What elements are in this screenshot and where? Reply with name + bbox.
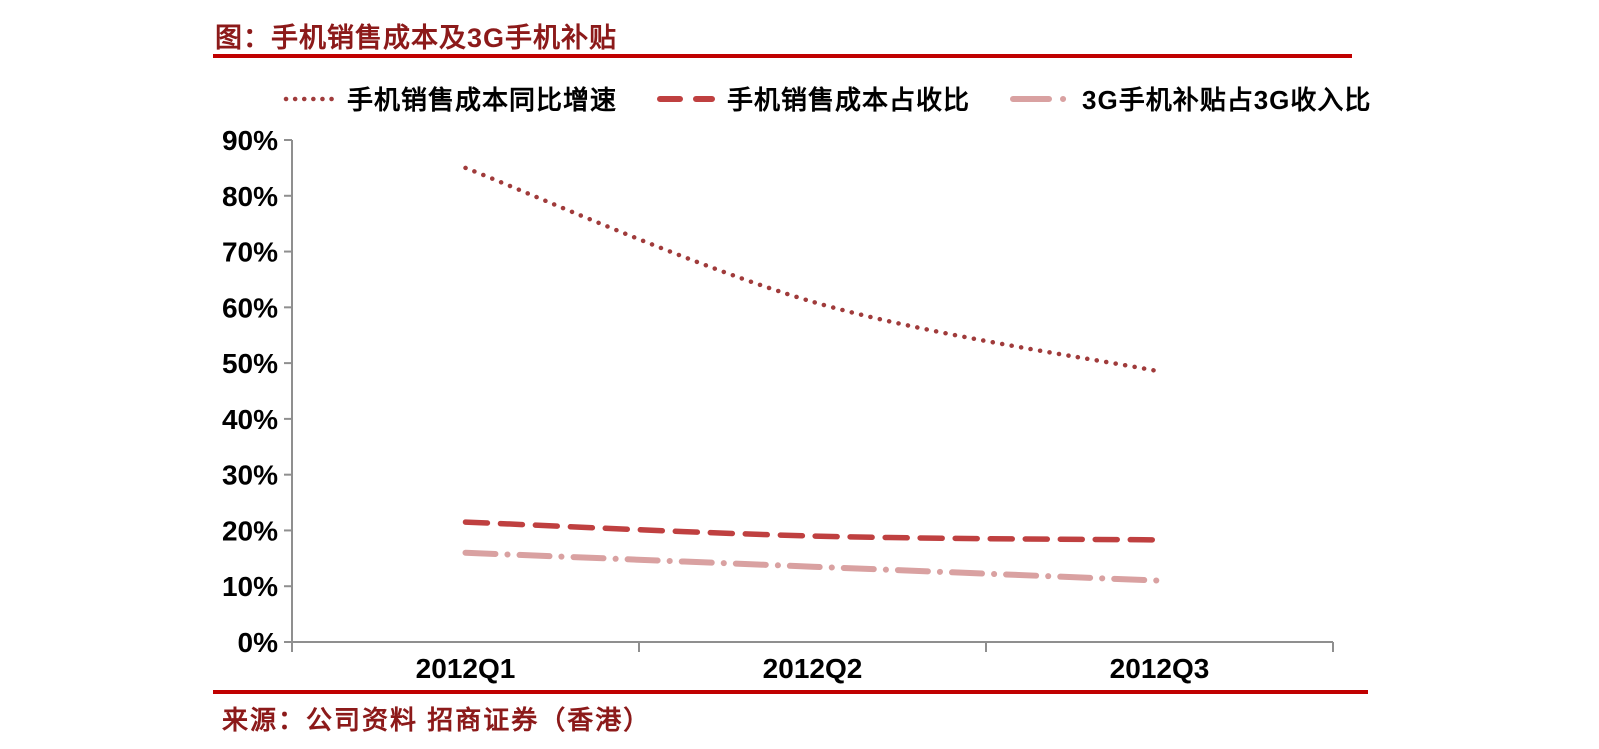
source-divider <box>213 690 1368 694</box>
dashdot-line-marker <box>1010 95 1071 102</box>
x-tick-label: 2012Q2 <box>763 653 863 684</box>
legend-label: 3G手机补贴占3G收入比 <box>1082 85 1372 115</box>
y-tick-label: 10% <box>222 571 278 602</box>
series-line-1 <box>462 519 1163 543</box>
legend-label: 手机销售成本占收比 <box>727 85 971 115</box>
y-tick-label: 70% <box>222 237 278 268</box>
legend-item-cost-yoy-growth: 手机销售成本同比增速 <box>283 80 617 117</box>
figure-title: 图：手机销售成本及3G手机补贴 <box>215 23 618 53</box>
y-tick-label: 90% <box>222 125 278 156</box>
dotted-line-marker <box>283 96 335 101</box>
y-tick-label: 20% <box>222 515 278 546</box>
x-tick-label: 2012Q3 <box>1110 653 1210 684</box>
y-tick-label: 40% <box>222 404 278 435</box>
legend-item-3g-subsidy-ratio: 3G手机补贴占3G收入比 <box>1010 80 1371 117</box>
series-line-2 <box>462 549 1163 584</box>
source-note: 来源：公司资料 招商证券（香港） <box>222 705 652 735</box>
legend: 手机销售成本同比增速 手机销售成本占收比 3G手机补贴占3G收入比 <box>283 80 1371 117</box>
series-line-0 <box>463 165 1162 374</box>
dashed-line-marker <box>657 95 716 102</box>
x-tick-label: 2012Q1 <box>416 653 516 684</box>
y-tick-label: 60% <box>222 292 278 323</box>
y-tick-label: 80% <box>222 181 278 212</box>
title-divider <box>213 54 1352 58</box>
legend-label: 手机销售成本同比增速 <box>347 85 618 115</box>
y-tick-label: 50% <box>222 348 278 379</box>
legend-item-cost-to-revenue: 手机销售成本占收比 <box>657 80 970 117</box>
y-tick-label: 0% <box>238 627 279 658</box>
y-tick-label: 30% <box>222 460 278 491</box>
